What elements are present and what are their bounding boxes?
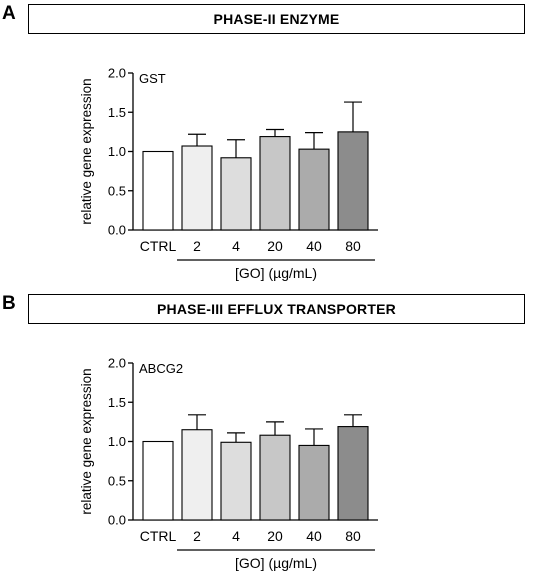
bar-ctrl bbox=[142, 440, 174, 521]
bar-2 bbox=[181, 429, 213, 521]
bar-4 bbox=[220, 157, 252, 231]
bar-80 bbox=[337, 131, 369, 231]
y-tick-label: 2.0 bbox=[108, 66, 126, 81]
bar-20 bbox=[259, 434, 291, 521]
bar-ctrl bbox=[142, 150, 174, 231]
bar-chart-gst: 0.0 0.5 1.0 1.5 2.0 relative gene expression G… bbox=[79, 66, 378, 281]
y-tick-label: 1.5 bbox=[108, 105, 126, 120]
panel-header-title: PHASE-II ENZYME bbox=[213, 11, 340, 27]
x-tick-label: 4 bbox=[232, 528, 240, 544]
y-axis-title: relative gene expression bbox=[79, 78, 94, 224]
y-tick-label: 1.5 bbox=[108, 395, 126, 410]
bar-40 bbox=[298, 148, 330, 231]
x-tick-label: 40 bbox=[306, 528, 322, 544]
bar-chart-abcg2: 0.0 0.5 1.0 1.5 2.0 relative gene expression A… bbox=[79, 356, 378, 571]
x-tick-label: CTRL bbox=[140, 238, 177, 254]
y-tick-label: 0.5 bbox=[108, 473, 126, 488]
y-tick-label: 0.0 bbox=[108, 513, 126, 528]
bar-4 bbox=[220, 441, 252, 521]
x-tick-label: CTRL bbox=[140, 528, 177, 544]
y-axis-title: relative gene expression bbox=[79, 368, 94, 514]
x-tick-label: 80 bbox=[345, 238, 361, 254]
gene-label: ABCG2 bbox=[139, 361, 183, 376]
group-label: [GO] (µg/mL) bbox=[235, 265, 317, 281]
bar-80 bbox=[337, 426, 369, 521]
gene-label: GST bbox=[139, 71, 166, 86]
x-tick-label: 2 bbox=[193, 528, 201, 544]
y-tick-label: 0.0 bbox=[108, 223, 126, 238]
bar-40 bbox=[298, 444, 330, 521]
y-tick-label: 1.0 bbox=[108, 434, 126, 449]
x-tick-label: 80 bbox=[345, 528, 361, 544]
x-tick-label: 2 bbox=[193, 238, 201, 254]
panel-header: PHASE-III EFFLUX TRANSPORTER bbox=[28, 294, 525, 324]
x-tick-label: 40 bbox=[306, 238, 322, 254]
panel-header: PHASE-II ENZYME bbox=[28, 4, 525, 34]
bar-20 bbox=[259, 136, 291, 231]
panel-letter: A bbox=[2, 3, 16, 24]
bar-2 bbox=[181, 145, 213, 231]
y-tick-label: 1.0 bbox=[108, 144, 126, 159]
y-tick-label: 0.5 bbox=[108, 183, 126, 198]
panel-a: A PHASE-II ENZYME 0.0 0.5 1.0 1.5 2.0 relativ… bbox=[0, 0, 533, 288]
panel-letter: B bbox=[2, 293, 16, 314]
x-tick-label: 20 bbox=[267, 238, 283, 254]
panel-header-title: PHASE-III EFFLUX TRANSPORTER bbox=[157, 301, 396, 317]
group-label: [GO] (µg/mL) bbox=[235, 555, 317, 571]
panel-b: B PHASE-III EFFLUX TRANSPORTER 0.0 0.5 1.0… bbox=[0, 290, 533, 578]
x-tick-label: 20 bbox=[267, 528, 283, 544]
x-tick-label: 4 bbox=[232, 238, 240, 254]
y-tick-label: 2.0 bbox=[108, 356, 126, 371]
